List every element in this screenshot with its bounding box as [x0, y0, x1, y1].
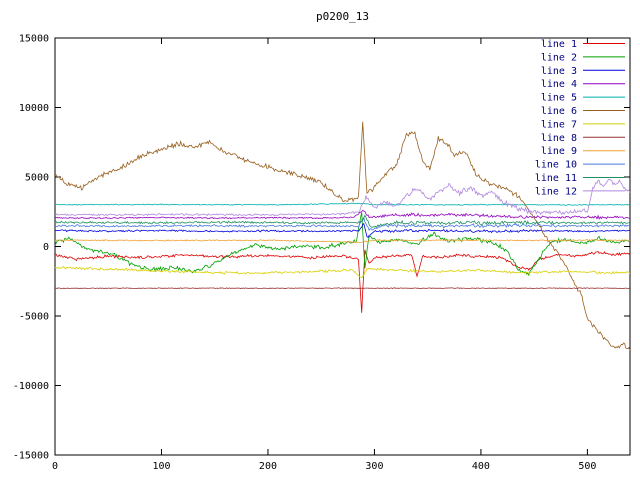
- series-line-7: [54, 265, 631, 279]
- series-line-11: [54, 214, 631, 229]
- legend-label: line 1: [541, 39, 577, 50]
- legend-label: line 5: [541, 93, 577, 104]
- x-tick-label: 200: [259, 461, 277, 472]
- legend-label: line 2: [541, 52, 577, 63]
- y-tick-label: 15000: [19, 34, 49, 45]
- x-tick-label: 0: [52, 461, 58, 472]
- legend-label: line 9: [541, 146, 577, 157]
- legend-label: line 7: [541, 119, 577, 130]
- x-tick-label: 500: [578, 461, 596, 472]
- x-tick-label: 300: [365, 461, 383, 472]
- legend-label: line 6: [541, 106, 577, 117]
- legend-label: line 12: [535, 186, 577, 197]
- x-tick-label: 100: [152, 461, 170, 472]
- x-tick-label: 400: [472, 461, 490, 472]
- y-tick-label: -15000: [13, 451, 49, 462]
- series-line-8: [54, 287, 631, 290]
- series-line-10: [54, 216, 631, 232]
- y-tick-label: 5000: [25, 173, 49, 184]
- legend-label: line 4: [541, 79, 577, 90]
- series-line-1: [54, 249, 631, 313]
- legend-label: line 8: [541, 133, 577, 144]
- legend-label: line 10: [535, 160, 577, 171]
- legend-label: line 3: [541, 66, 577, 77]
- plot-border: [54, 37, 631, 456]
- series-line-12: [54, 178, 631, 217]
- chart-title: p0200_13: [316, 10, 369, 23]
- y-tick-label: 0: [43, 242, 49, 253]
- series-line-5: [54, 202, 631, 206]
- legend-label: line 11: [535, 173, 577, 184]
- series-line-9: [54, 239, 631, 244]
- series-line-3: [54, 222, 631, 239]
- series-line-4: [54, 209, 631, 220]
- series-line-6: [54, 121, 631, 351]
- y-tick-label: 10000: [19, 103, 49, 114]
- y-tick-label: -10000: [13, 381, 49, 392]
- y-tick-label: -5000: [19, 312, 49, 323]
